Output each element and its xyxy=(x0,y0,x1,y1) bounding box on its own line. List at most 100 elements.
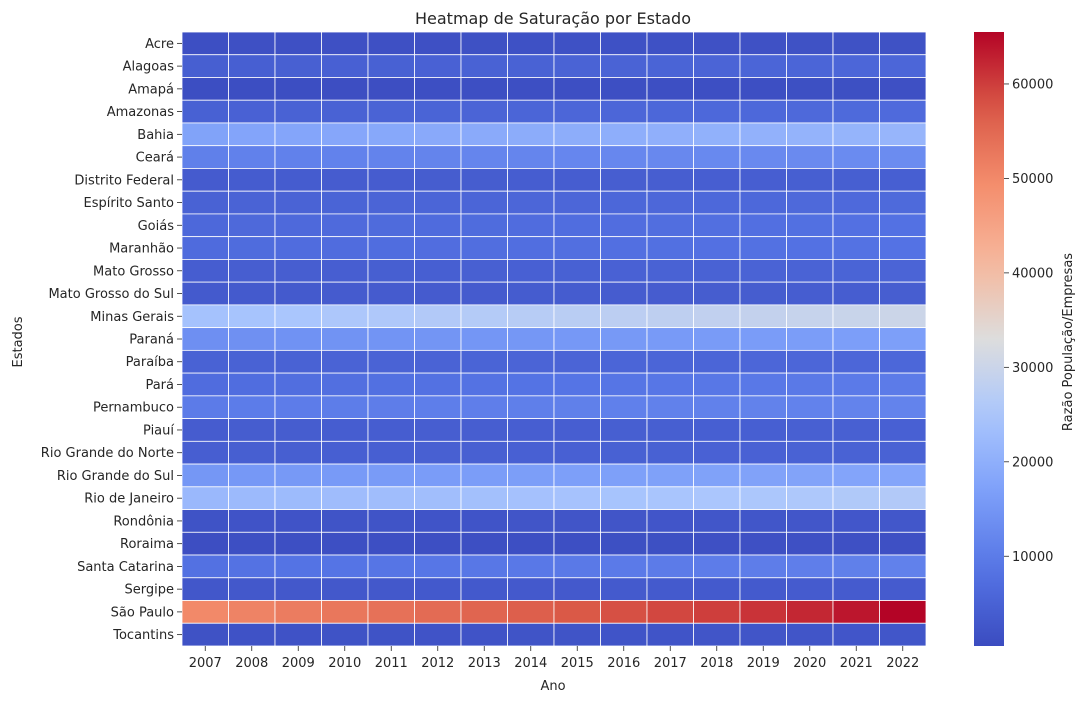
heatmap-cell xyxy=(460,440,508,465)
heatmap-cell xyxy=(321,99,369,124)
heatmap-cell xyxy=(274,349,322,374)
heatmap-cell xyxy=(646,122,694,147)
heatmap-cell xyxy=(739,509,787,533)
heatmap-cell xyxy=(414,440,462,465)
x-tick-labels: 2007 2008 2009 2010 2011 2012 2013 2014 2015 2016… xyxy=(189,646,919,671)
heatmap-cell xyxy=(321,554,369,579)
heatmap-cell xyxy=(693,463,741,488)
x-tick-label: 2016 xyxy=(607,656,640,671)
heatmap-cell xyxy=(553,577,601,601)
heatmap-cell xyxy=(507,145,555,169)
heatmap-cell xyxy=(693,213,741,238)
heatmap-cell xyxy=(786,304,834,329)
heatmap-cell xyxy=(600,99,648,124)
heatmap-cell xyxy=(553,327,601,351)
heatmap-cell xyxy=(600,463,648,488)
heatmap-cell xyxy=(181,509,229,533)
heatmap-cell xyxy=(460,190,508,215)
heatmap-cell xyxy=(460,600,508,624)
heatmap-cell xyxy=(739,418,787,442)
heatmap-cell xyxy=(181,281,229,306)
heatmap-cell xyxy=(553,259,601,283)
heatmap-cell xyxy=(228,554,276,579)
heatmap-cell xyxy=(460,213,508,238)
heatmap-cell xyxy=(739,99,787,124)
heatmap-cell xyxy=(367,54,415,78)
heatmap-cell xyxy=(646,77,694,101)
heatmap-cell xyxy=(553,554,601,579)
heatmap-cell xyxy=(693,531,741,556)
heatmap-cell xyxy=(786,213,834,238)
y-tick-label: Distrito Federal xyxy=(74,173,174,188)
heatmap-cell xyxy=(507,259,555,283)
heatmap-cell xyxy=(832,463,880,488)
y-tick-label: Espírito Santo xyxy=(84,196,175,211)
heatmap-cell xyxy=(228,99,276,124)
heatmap-cell xyxy=(460,531,508,556)
heatmap-cell xyxy=(879,531,927,556)
heatmap-cell xyxy=(228,190,276,215)
heatmap-cell xyxy=(460,122,508,147)
heatmap-cell xyxy=(321,145,369,169)
heatmap-cell xyxy=(786,372,834,397)
heatmap-cell xyxy=(646,190,694,215)
heatmap-cell xyxy=(693,259,741,283)
heatmap-cell xyxy=(507,349,555,374)
heatmap-cell xyxy=(507,395,555,419)
x-tick-label: 2021 xyxy=(840,656,873,671)
heatmap-cell xyxy=(460,99,508,124)
heatmap-cell xyxy=(693,99,741,124)
heatmap-cell xyxy=(460,327,508,351)
heatmap-cell xyxy=(646,304,694,329)
y-tick-label: Paraná xyxy=(129,333,174,348)
heatmap-cell xyxy=(274,77,322,101)
heatmap-cell xyxy=(693,304,741,329)
heatmap-cell xyxy=(600,54,648,78)
heatmap-cell xyxy=(274,122,322,147)
heatmap-cell xyxy=(507,213,555,238)
heatmap-cell xyxy=(739,168,787,192)
heatmap-cell xyxy=(507,122,555,147)
y-tick-label: Maranhão xyxy=(109,242,174,257)
heatmap-cell xyxy=(274,54,322,78)
heatmap-cell xyxy=(600,531,648,556)
heatmap-cell xyxy=(507,418,555,442)
heatmap-cell xyxy=(367,190,415,215)
heatmap-cell xyxy=(367,304,415,329)
heatmap-cell xyxy=(600,486,648,510)
heatmap-cell xyxy=(693,190,741,215)
x-axis-label: Ano xyxy=(540,679,565,694)
heatmap-cell xyxy=(228,122,276,147)
y-tick-label: Amazonas xyxy=(107,105,175,120)
heatmap-cell xyxy=(786,486,834,510)
heatmap-cell xyxy=(553,372,601,397)
heatmap-cell xyxy=(181,531,229,556)
heatmap-cell xyxy=(460,554,508,579)
heatmap-cell xyxy=(181,600,229,624)
heatmap-cell xyxy=(321,440,369,465)
heatmap-cell xyxy=(553,509,601,533)
heatmap-cell xyxy=(879,440,927,465)
heatmap-cell xyxy=(553,304,601,329)
heatmap-cell xyxy=(646,259,694,283)
heatmap-cell xyxy=(646,31,694,56)
heatmap-cell xyxy=(321,395,369,419)
heatmap-cell xyxy=(181,554,229,579)
y-axis-label: Estados xyxy=(11,316,26,367)
heatmap-cell xyxy=(414,213,462,238)
heatmap-cell xyxy=(414,463,462,488)
heatmap-cell xyxy=(600,554,648,579)
y-tick-label: Piauí xyxy=(143,423,174,438)
heatmap-cell xyxy=(600,190,648,215)
heatmap-cell xyxy=(786,99,834,124)
heatmap-cell xyxy=(414,236,462,260)
heatmap-cell xyxy=(646,213,694,238)
heatmap-cell xyxy=(274,213,322,238)
heatmap-cell xyxy=(600,372,648,397)
heatmap-cell xyxy=(507,372,555,397)
heatmap-cell xyxy=(600,77,648,101)
heatmap-cell xyxy=(274,600,322,624)
heatmap-cell xyxy=(321,31,369,56)
heatmap-cell xyxy=(832,554,880,579)
